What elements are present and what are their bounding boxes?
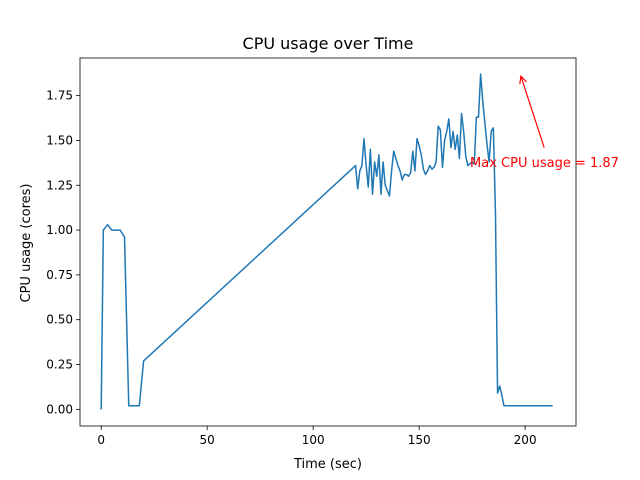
series-line bbox=[100, 73, 553, 410]
y-tick-label: 1.25 bbox=[46, 178, 73, 192]
plot-area: 0 50 100 150 200 0.00 0.25 0.50 0.75 1.00 1.25 1.50… bbox=[46, 57, 619, 447]
x-tick-label: 100 bbox=[302, 433, 325, 447]
x-tick-label: 0 bbox=[97, 433, 105, 447]
x-tick-label: 50 bbox=[200, 433, 215, 447]
y-tick-label: 0.00 bbox=[46, 402, 73, 416]
y-tick-label: 1.00 bbox=[46, 223, 73, 237]
x-tick-label: 150 bbox=[408, 433, 431, 447]
y-axis-label: CPU usage (cores) bbox=[19, 184, 34, 303]
y-tick-label: 1.75 bbox=[46, 89, 73, 103]
x-axis-label: Time (sec) bbox=[293, 457, 362, 472]
annotation-arrow bbox=[520, 75, 545, 148]
y-tick-label: 0.25 bbox=[46, 358, 73, 372]
annotation-arrowhead bbox=[519, 74, 527, 85]
x-tick-label: 200 bbox=[514, 433, 537, 447]
y-tick-label: 1.50 bbox=[46, 133, 73, 147]
chart-title: CPU usage over Time bbox=[243, 34, 414, 53]
y-tick-label: 0.75 bbox=[46, 268, 73, 282]
y-tick-label: 0.50 bbox=[46, 313, 73, 327]
annotation-label: Max CPU usage = 1.87 bbox=[470, 156, 619, 171]
axes-frame bbox=[79, 57, 577, 427]
